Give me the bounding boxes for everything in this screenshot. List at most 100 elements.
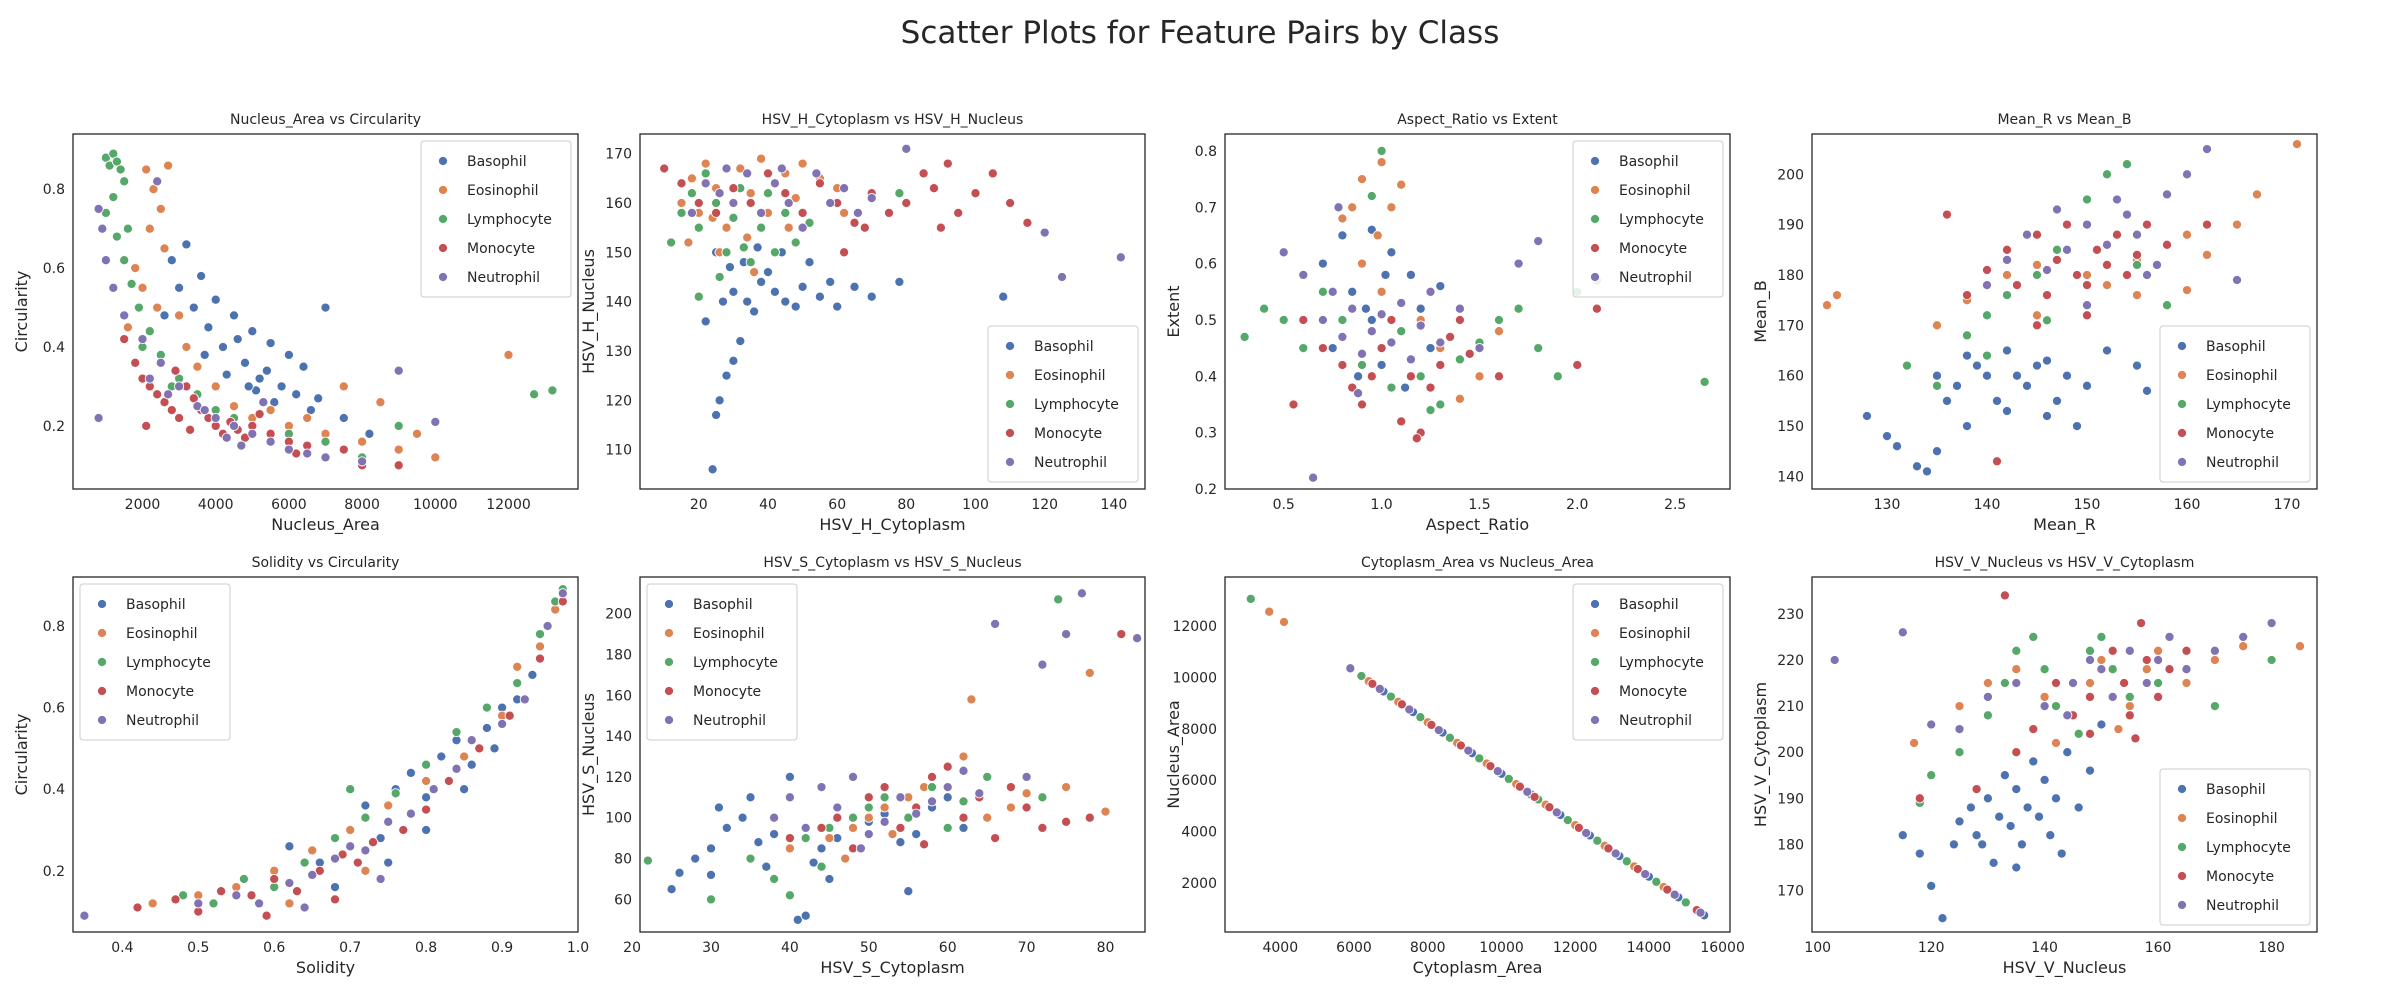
point-neutrophil [1454, 303, 1465, 314]
panel-title: Cytoplasm_Area vs Nucleus_Area [1361, 555, 1594, 571]
point-lymphocyte [2081, 194, 2093, 205]
point-lymphocyte [711, 197, 722, 209]
point-neutrophil [911, 808, 922, 819]
point-basophil [221, 369, 232, 380]
legend-label-eosinophil: Eosinophil [1619, 626, 1691, 642]
point-neutrophil [2067, 677, 2079, 689]
point-monocyte [990, 833, 1001, 844]
point-monocyte [1529, 791, 1540, 802]
point-eosinophil [1356, 174, 1368, 185]
y-tick-label: 0.6 [43, 701, 65, 717]
y-tick-label: 160 [1777, 369, 1804, 385]
legend-box [2159, 325, 2311, 483]
point-basophil [714, 395, 725, 406]
legend: Basophil Eosinophil Lymphocyte Monocyte Neut… [1572, 583, 1724, 741]
legend-label-monocyte: Monocyte [467, 241, 535, 257]
point-lymphocyte [769, 247, 780, 258]
point-lymphocyte [2124, 691, 2135, 702]
x-tick-label: 12000 [1553, 940, 1598, 956]
x-tick-label: 80 [1097, 940, 1115, 956]
legend: Basophil Eosinophil Lymphocyte Monocyte Neut… [1572, 140, 1724, 298]
point-eosinophil [144, 223, 155, 234]
point-neutrophil [430, 416, 441, 427]
point-monocyte [926, 771, 938, 782]
point-neutrophil [193, 898, 204, 909]
point-neutrophil [231, 890, 242, 901]
point-basophil [2045, 830, 2056, 841]
point-eosinophil [307, 845, 318, 856]
y-tick-label: 220 [1777, 653, 1804, 669]
point-eosinophil [192, 361, 203, 372]
point-neutrophil [1076, 588, 1087, 599]
point-monocyte [676, 178, 687, 189]
point-neutrophil [299, 902, 310, 913]
point-basophil [1965, 802, 1976, 813]
point-monocyte [174, 412, 185, 424]
legend-marker-lymphocyte [1589, 213, 1601, 225]
point-lymphocyte [686, 188, 697, 199]
point-lymphocyte [529, 389, 540, 400]
point-lymphocyte [1376, 145, 1387, 156]
point-eosinophil [228, 401, 240, 412]
legend-box [1572, 140, 1724, 298]
point-neutrophil [866, 193, 877, 204]
point-neutrophil [825, 197, 836, 209]
point-neutrophil [557, 588, 568, 599]
y-tick-label: 0.2 [43, 864, 65, 880]
point-lymphocyte [1513, 303, 1524, 314]
point-lymphocyte [894, 188, 905, 199]
point-monocyte [693, 197, 704, 209]
point-monocyte [2041, 290, 2053, 301]
point-neutrophil [1132, 633, 1143, 644]
point-basophil [705, 843, 717, 854]
point-monocyte [942, 761, 953, 772]
point-basophil [824, 873, 835, 885]
point-neutrophil [1492, 766, 1503, 777]
point-monocyte [970, 188, 981, 199]
point-eosinophil [2031, 310, 2043, 321]
point-eosinophil [512, 661, 523, 672]
point-basophil [895, 837, 906, 848]
point-eosinophil [1454, 393, 1465, 404]
point-neutrophil [1366, 326, 1377, 337]
x-tick-label: 1.5 [1468, 497, 1490, 513]
point-lymphocyte [1454, 354, 1465, 365]
point-neutrophil [451, 763, 462, 774]
point-neutrophil [2001, 254, 2013, 265]
point-basophil [2001, 405, 2013, 417]
x-tick-label: 160 [2174, 497, 2201, 513]
point-basophil [1386, 247, 1397, 258]
legend: Basophil Eosinophil Lymphocyte Monocyte Neut… [2159, 768, 2311, 926]
point-lymphocyte [2041, 315, 2053, 326]
point-monocyte [338, 444, 349, 455]
point-basophil [196, 270, 207, 282]
point-monocyte [2031, 229, 2043, 240]
point-eosinophil [745, 188, 756, 199]
x-tick-label: 20 [690, 497, 708, 513]
point-lymphocyte [926, 782, 938, 793]
point-neutrophil [1513, 258, 1524, 269]
point-lymphocyte [1356, 359, 1368, 371]
point-lymphocyte [693, 222, 704, 233]
point-monocyte [141, 420, 152, 431]
point-neutrophil [2209, 645, 2220, 656]
point-basophil [1891, 441, 1903, 452]
point-monocyte [935, 222, 946, 233]
point-lymphocyte [2084, 645, 2096, 656]
point-eosinophil [2231, 219, 2243, 230]
point-monocyte [1999, 590, 2010, 601]
point-monocyte [152, 389, 163, 400]
point-neutrophil [542, 620, 553, 632]
point-neutrophil [901, 143, 912, 154]
point-basophil [1988, 857, 1999, 868]
y-tick-label: 110 [605, 443, 632, 459]
x-axis-label: Solidity [296, 958, 355, 977]
point-basophil [459, 784, 470, 795]
point-eosinophil [2251, 189, 2263, 200]
point-eosinophil [2201, 249, 2213, 260]
point-lymphocyte [2096, 631, 2107, 642]
point-neutrophil [1356, 348, 1368, 359]
point-basophil [666, 884, 677, 895]
x-axis-label: Mean_R [2033, 515, 2096, 535]
point-neutrophil [728, 197, 739, 209]
